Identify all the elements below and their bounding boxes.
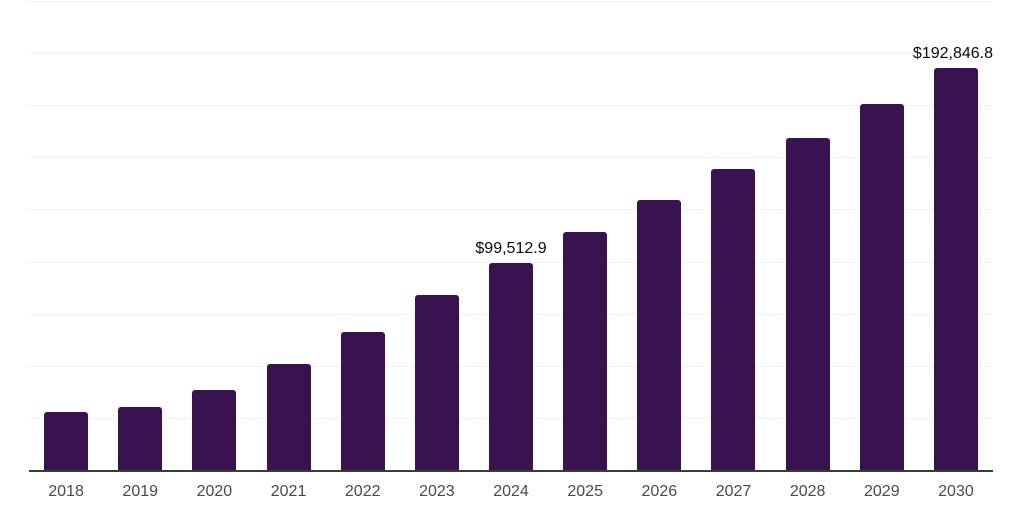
- x-tick-2019: 2019: [122, 483, 159, 500]
- gridline-175000: [29, 105, 993, 107]
- bar-2024: [489, 262, 533, 470]
- x-tick-2021: 2021: [270, 483, 307, 500]
- bar-2028: [785, 138, 830, 470]
- data-label-2024: $99,512.9: [475, 239, 547, 257]
- gridline-225000: [29, 1, 993, 2]
- bar-2020: [192, 389, 237, 470]
- x-tick-2027: 2027: [715, 483, 752, 500]
- x-tick-2030: 2030: [938, 483, 974, 500]
- bar-2021: [266, 364, 311, 470]
- bar-2026: [637, 200, 682, 470]
- x-tick-2025: 2025: [567, 483, 603, 500]
- x-tick-2029: 2029: [864, 483, 900, 500]
- x-tick-2028: 2028: [789, 483, 826, 500]
- bar-2029: [859, 104, 904, 470]
- gridline-200000: [29, 53, 993, 55]
- bar-2030: [933, 68, 978, 470]
- x-axis: 2018 2019 2020 2021 2022 2023 2024 2025 2026 2027…: [29, 482, 993, 504]
- x-tick-2024: 2024: [493, 483, 529, 500]
- bar-2018: [44, 411, 89, 470]
- bar-2025: [563, 231, 608, 470]
- gridline-150000: [29, 157, 993, 159]
- bar-2019: [118, 407, 163, 470]
- x-tick-2018: 2018: [48, 483, 84, 500]
- x-tick-2023: 2023: [419, 483, 455, 500]
- data-label-2030: $192,846.8: [912, 45, 993, 63]
- bar-2023: [414, 294, 459, 470]
- bar-2027: [711, 169, 756, 470]
- gridline-100000: [29, 261, 993, 263]
- bar-2022: [340, 331, 385, 470]
- x-tick-2022: 2022: [344, 483, 381, 500]
- x-tick-2026: 2026: [641, 483, 678, 500]
- plot-area: $99,512.9 $192,846.8: [29, 1, 993, 472]
- gridline-125000: [29, 209, 993, 211]
- x-tick-2020: 2020: [196, 483, 233, 500]
